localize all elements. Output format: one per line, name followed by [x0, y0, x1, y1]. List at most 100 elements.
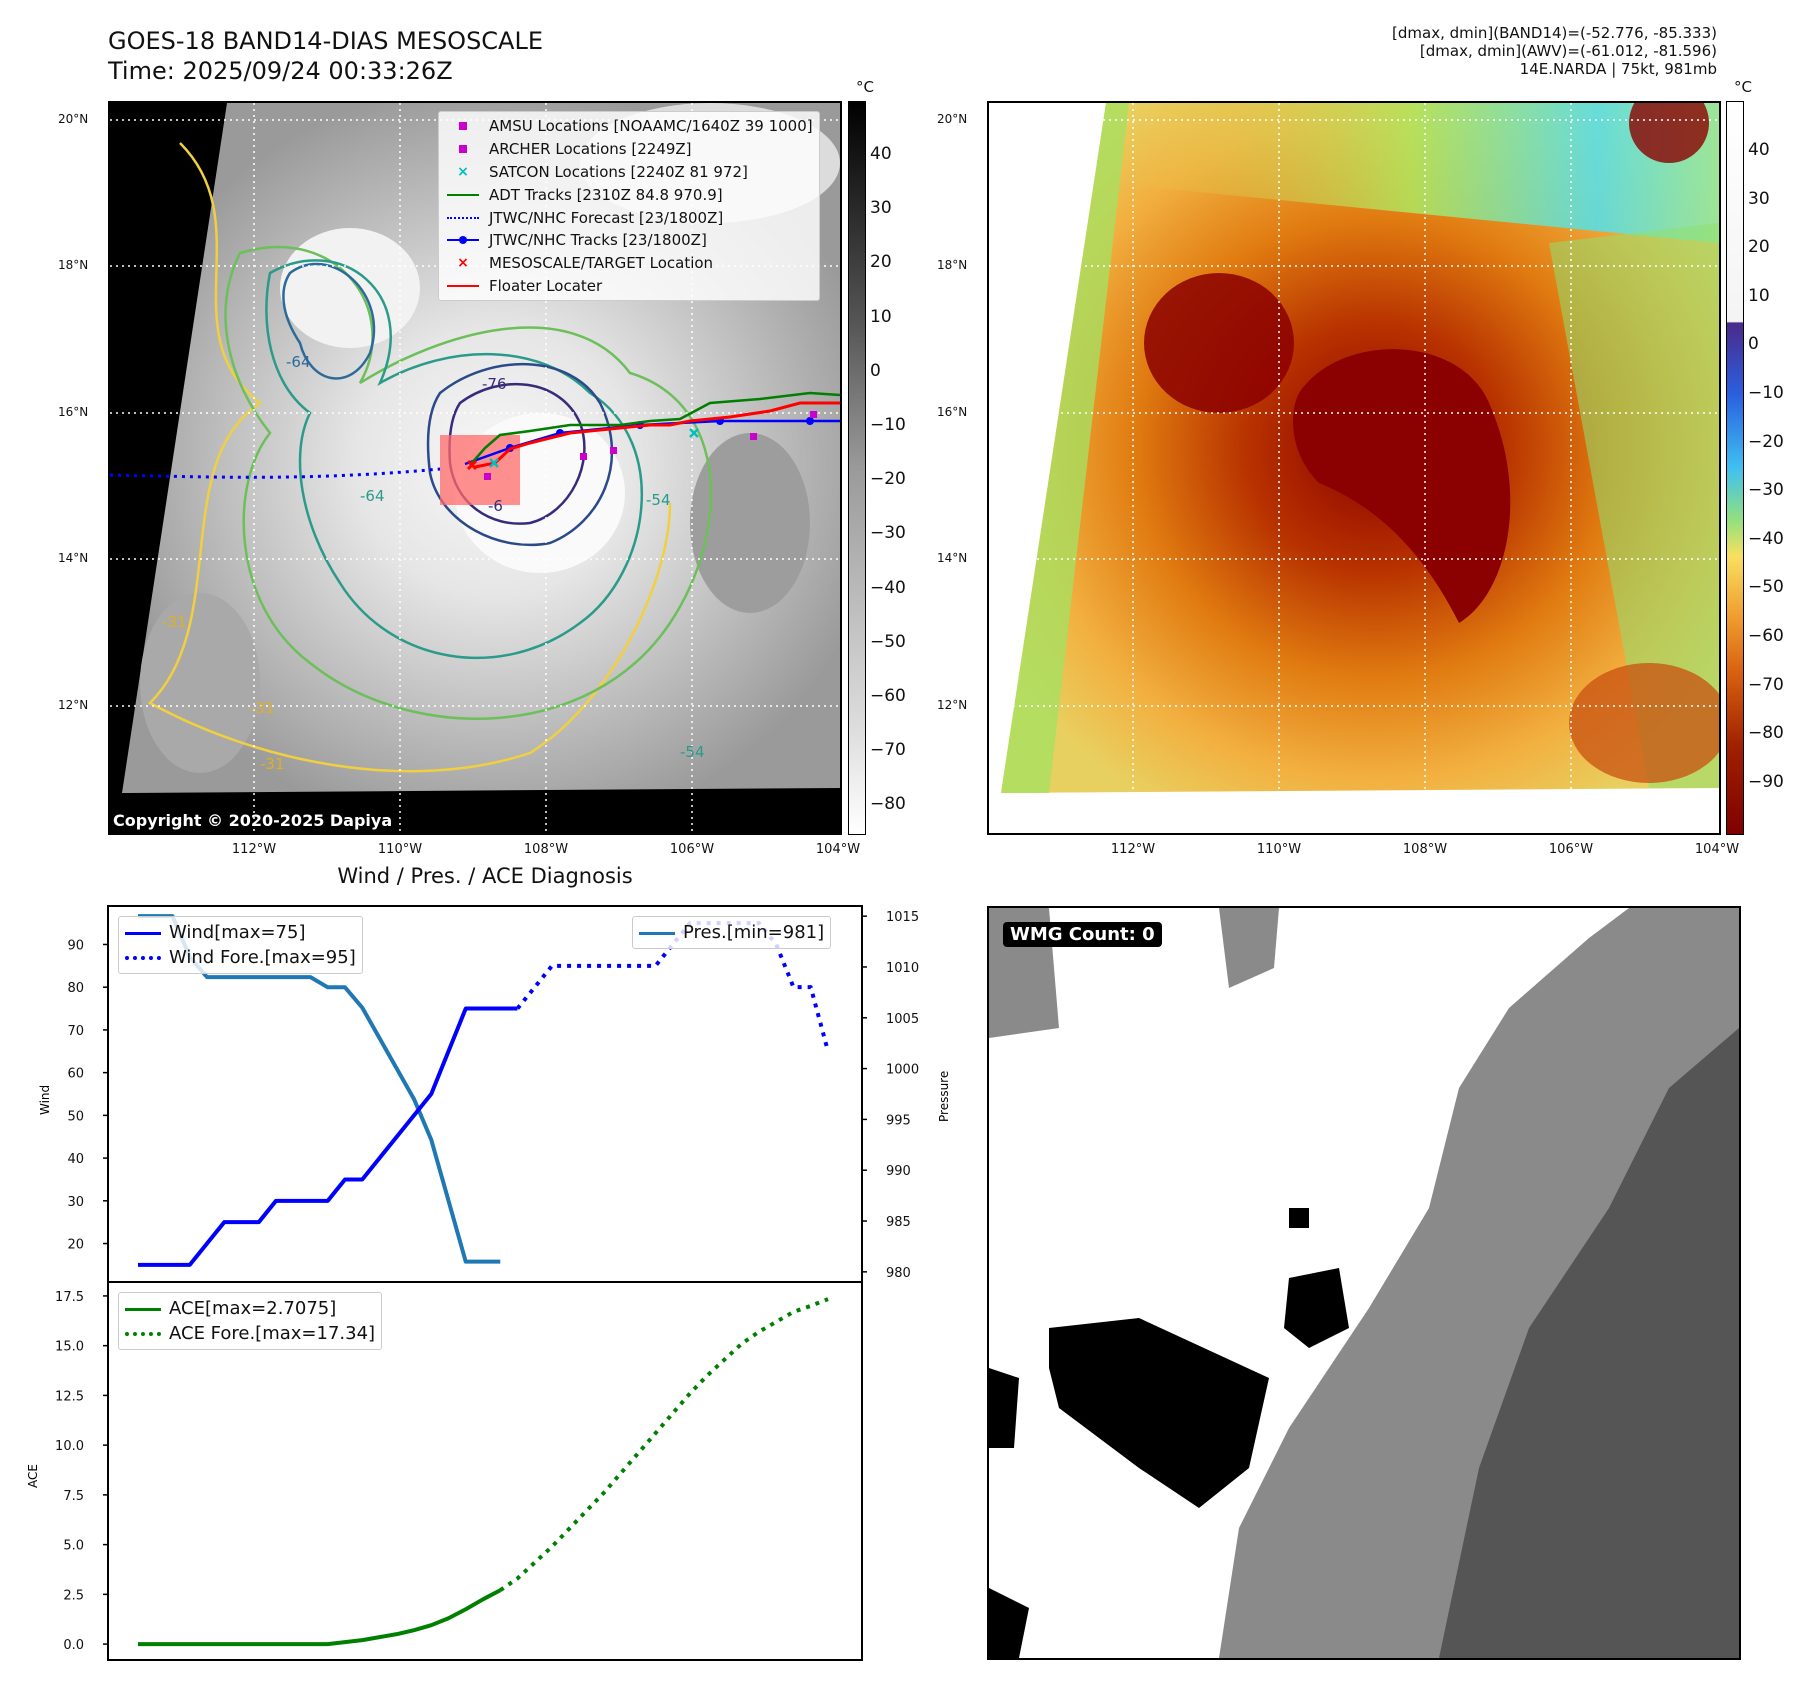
- colorbar-gray-tick: 10: [870, 306, 892, 327]
- copyright-text: Copyright © 2020-2025 Dapiya: [113, 811, 393, 830]
- contour-label: -31: [260, 755, 285, 773]
- x-marker-icon: ×: [457, 163, 469, 180]
- lon-tick: 106°W: [669, 842, 715, 857]
- contour-labels: -76 -64 -64 -54 -54 -31 -31 -31 -6: [110, 103, 840, 833]
- colorbar-gray-tick: 40: [870, 144, 892, 164]
- title-line-2: Time: 2025/09/24 00:33:26Z: [108, 57, 453, 85]
- contour-label: -31: [162, 613, 187, 631]
- lat-tick: 14°N: [937, 551, 968, 565]
- line-icon: [125, 926, 161, 940]
- colorbar-gray-tick: 0: [870, 360, 881, 381]
- legend-label: Floater Locater: [489, 276, 603, 295]
- pressure-tick-label: 1015: [886, 910, 919, 925]
- wind-tick-label: 50: [67, 1109, 84, 1124]
- ace-series-line: [138, 1588, 502, 1647]
- legend-entry: ACE Fore.[max=17.34]: [125, 1321, 375, 1346]
- legend-entry: ARCHER Locations [2249Z]: [445, 138, 813, 161]
- legend-entry: Pres.[min=981]: [639, 920, 824, 945]
- lat-tick: 16°N: [937, 405, 968, 419]
- pressure-tick-label: 980: [886, 1266, 911, 1281]
- contour-label: -76: [482, 375, 507, 393]
- ace-legend: ACE[max=2.7075] ACE Fore.[max=17.34]: [118, 1292, 383, 1350]
- ace-tick-label: 10.0: [55, 1439, 84, 1454]
- lon-tick: 112°W: [1110, 842, 1156, 857]
- wind-tick-label: 60: [67, 1067, 84, 1082]
- lon-tick: 104°W: [815, 842, 861, 857]
- colorbar-color-tick: −60: [1748, 626, 1784, 646]
- lon-tick: 108°W: [523, 842, 569, 857]
- info-line-3: 14E.NARDA | 75kt, 981mb: [1519, 60, 1717, 78]
- square-marker-icon: [445, 142, 481, 156]
- legend-entry: × MESOSCALE/TARGET Location: [445, 252, 813, 275]
- legend-label: ACE[max=2.7075]: [169, 1298, 337, 1319]
- ace-plot-frame: [107, 1281, 863, 1661]
- colorbar-color-tick: −20: [1748, 431, 1784, 452]
- diagnosis-title: Wind / Pres. / ACE Diagnosis: [337, 864, 633, 888]
- lat-tick: 16°N: [58, 405, 89, 419]
- colorbar-gray-tick: −20: [870, 469, 906, 490]
- colorbar-color-tick: 0: [1748, 334, 1759, 355]
- pressure-tick-label: 1010: [886, 961, 919, 976]
- wind-tick-label: 70: [67, 1024, 84, 1039]
- ace-tick-label: 2.5: [63, 1588, 84, 1603]
- line-icon: [639, 926, 675, 940]
- figure-title: GOES-18 BAND14-DIAS MESOSCALE Time: 2025…: [108, 26, 543, 86]
- legend-entry: Wind[max=75]: [125, 920, 356, 945]
- colorbar-color-tick: −10: [1748, 383, 1784, 403]
- pressure-tick-label: 1000: [886, 1063, 919, 1078]
- lat-tick: 20°N: [58, 112, 89, 126]
- wmg-count-badge: WMG Count: 0: [1003, 922, 1162, 947]
- colorbar-color-tick: −90: [1748, 771, 1784, 792]
- colorbar-color-tick: 20: [1748, 237, 1770, 258]
- legend-label: ACE Fore.[max=17.34]: [169, 1323, 376, 1344]
- colorbar-gray-tick: −70: [870, 740, 906, 761]
- colorbar-gray: [848, 101, 866, 835]
- legend-label: JTWC/NHC Tracks [23/1800Z]: [489, 231, 707, 250]
- line-dot-icon: [445, 233, 481, 247]
- colorbar-color-tick: −50: [1748, 577, 1784, 598]
- lat-tick: 18°N: [58, 258, 89, 272]
- contour-label: -31: [250, 699, 275, 717]
- colorbar-color-tick: 30: [1748, 188, 1770, 209]
- ace-tick-label: 0.0: [63, 1638, 84, 1653]
- wind-tick-label: 30: [67, 1195, 84, 1210]
- colorbar-gray-tick: 20: [870, 252, 892, 273]
- legend-entry: Floater Locater: [445, 275, 813, 298]
- line-icon: [125, 1302, 161, 1316]
- dotted-line-icon: [445, 211, 481, 225]
- ace-tick-label: 12.5: [55, 1389, 84, 1404]
- pressure-tick-label: 985: [886, 1215, 911, 1230]
- colorbar-color-tick: 10: [1748, 285, 1770, 306]
- colorbar-gray-tick: −80: [870, 794, 906, 815]
- colorbar-gray-tick: 30: [870, 198, 892, 219]
- legend-label: ARCHER Locations [2249Z]: [489, 140, 692, 159]
- legend-label: JTWC/NHC Forecast [23/1800Z]: [489, 208, 724, 227]
- colorbar-color-tick: −30: [1748, 480, 1784, 501]
- contour-label: -64: [360, 487, 385, 505]
- ace-tick-label: 17.5: [55, 1290, 84, 1305]
- lat-tick: 18°N: [937, 258, 968, 272]
- legend-label: SATCON Locations [2240Z 81 972]: [489, 162, 748, 181]
- ace-tick-label: 7.5: [63, 1489, 84, 1504]
- lon-tick: 112°W: [231, 842, 277, 857]
- lat-tick: 20°N: [937, 112, 968, 126]
- contour-label: -54: [680, 743, 705, 761]
- x-marker-icon: ×: [457, 255, 469, 272]
- map-legend: AMSU Locations [NOAAMC/1640Z 39 1000] AR…: [438, 111, 820, 302]
- colorbar-color-tick: −70: [1748, 674, 1784, 695]
- colorbar-gray-unit: °C: [856, 78, 874, 96]
- legend-label: Pres.[min=981]: [683, 922, 825, 943]
- colorbar-gray-tick: −40: [870, 577, 906, 598]
- ace-tick-label: 15.0: [55, 1340, 84, 1355]
- info-line-2: [dmax, dmin](AWV)=(-61.012, -81.596): [1419, 42, 1717, 60]
- line-icon: [445, 188, 481, 202]
- line-icon: [445, 279, 481, 293]
- ace-tick-label: 5.0: [63, 1539, 84, 1554]
- ace-forecast-series-line: [499, 1297, 829, 1592]
- colorbar-color-tick: 40: [1748, 140, 1770, 160]
- legend-entry: JTWC/NHC Forecast [23/1800Z]: [445, 206, 813, 229]
- legend-entry: ACE[max=2.7075]: [125, 1296, 375, 1321]
- lat-tick: 12°N: [937, 698, 968, 712]
- lat-tick: 12°N: [58, 698, 89, 712]
- legend-label: Wind[max=75]: [169, 922, 306, 943]
